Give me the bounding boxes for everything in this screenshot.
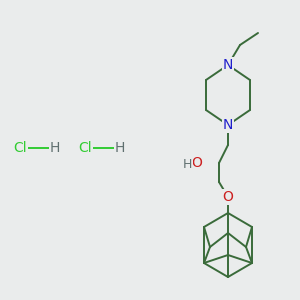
Text: O: O [192,156,203,170]
Text: H: H [115,141,125,155]
Text: H: H [50,141,60,155]
Text: H: H [182,158,192,170]
Text: Cl: Cl [78,141,92,155]
Text: O: O [223,190,233,204]
Text: N: N [223,58,233,72]
Text: Cl: Cl [13,141,27,155]
Text: N: N [223,118,233,132]
